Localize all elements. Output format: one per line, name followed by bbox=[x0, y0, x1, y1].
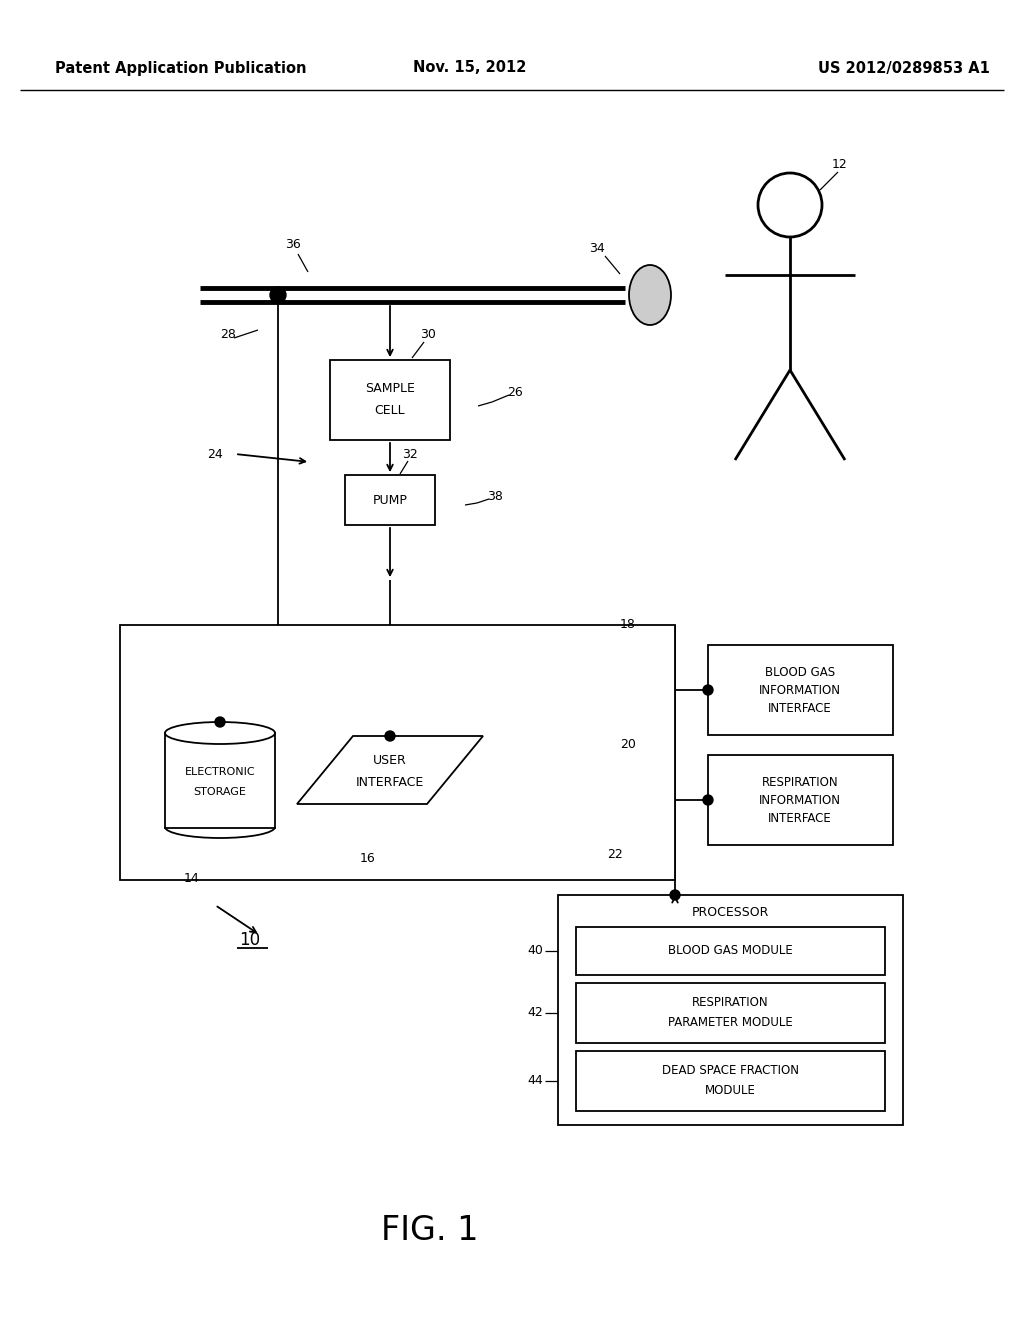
Text: 30: 30 bbox=[420, 329, 436, 342]
Text: Patent Application Publication: Patent Application Publication bbox=[55, 61, 306, 75]
Text: 22: 22 bbox=[607, 849, 623, 862]
Circle shape bbox=[215, 717, 225, 727]
FancyBboxPatch shape bbox=[558, 895, 903, 1125]
Polygon shape bbox=[297, 737, 483, 804]
Text: STORAGE: STORAGE bbox=[194, 787, 247, 797]
Text: US 2012/0289853 A1: US 2012/0289853 A1 bbox=[818, 61, 990, 75]
Text: PARAMETER MODULE: PARAMETER MODULE bbox=[668, 1016, 793, 1030]
FancyBboxPatch shape bbox=[575, 983, 885, 1043]
Ellipse shape bbox=[165, 722, 275, 744]
Text: 10: 10 bbox=[240, 931, 260, 949]
Text: RESPIRATION: RESPIRATION bbox=[691, 997, 768, 1010]
Text: 44: 44 bbox=[527, 1074, 543, 1088]
Text: CELL: CELL bbox=[375, 404, 406, 417]
FancyBboxPatch shape bbox=[575, 1051, 885, 1111]
Text: FIG. 1: FIG. 1 bbox=[381, 1213, 479, 1246]
Text: DEAD SPACE FRACTION: DEAD SPACE FRACTION bbox=[662, 1064, 799, 1077]
Text: BLOOD GAS MODULE: BLOOD GAS MODULE bbox=[668, 945, 793, 957]
Text: 32: 32 bbox=[402, 449, 418, 462]
FancyBboxPatch shape bbox=[345, 475, 435, 525]
Text: 40: 40 bbox=[527, 945, 543, 957]
Text: 18: 18 bbox=[621, 619, 636, 631]
FancyBboxPatch shape bbox=[120, 624, 675, 880]
Text: BLOOD GAS: BLOOD GAS bbox=[765, 665, 835, 678]
Ellipse shape bbox=[629, 265, 671, 325]
Text: 26: 26 bbox=[507, 387, 523, 400]
Circle shape bbox=[703, 685, 713, 696]
Text: SAMPLE: SAMPLE bbox=[366, 381, 415, 395]
Text: RESPIRATION: RESPIRATION bbox=[762, 776, 839, 788]
Text: 16: 16 bbox=[360, 851, 376, 865]
FancyBboxPatch shape bbox=[575, 927, 885, 975]
Circle shape bbox=[385, 731, 395, 741]
Text: Nov. 15, 2012: Nov. 15, 2012 bbox=[414, 61, 526, 75]
Text: INTERFACE: INTERFACE bbox=[768, 701, 831, 714]
Text: 24: 24 bbox=[207, 449, 223, 462]
Text: INFORMATION: INFORMATION bbox=[759, 793, 841, 807]
Text: 36: 36 bbox=[285, 239, 301, 252]
FancyBboxPatch shape bbox=[165, 733, 275, 828]
Text: INTERFACE: INTERFACE bbox=[768, 812, 831, 825]
Text: 20: 20 bbox=[621, 738, 636, 751]
Text: 38: 38 bbox=[487, 491, 503, 503]
Circle shape bbox=[670, 890, 680, 900]
Circle shape bbox=[270, 286, 286, 304]
Text: INTERFACE: INTERFACE bbox=[356, 776, 424, 788]
Circle shape bbox=[703, 795, 713, 805]
Text: PROCESSOR: PROCESSOR bbox=[691, 907, 769, 920]
Text: INFORMATION: INFORMATION bbox=[759, 684, 841, 697]
Text: USER: USER bbox=[373, 754, 407, 767]
Text: 28: 28 bbox=[220, 327, 236, 341]
FancyBboxPatch shape bbox=[708, 645, 893, 735]
Text: MODULE: MODULE bbox=[705, 1085, 756, 1097]
FancyBboxPatch shape bbox=[330, 360, 450, 440]
Text: 34: 34 bbox=[589, 242, 605, 255]
Text: PUMP: PUMP bbox=[373, 494, 408, 507]
Text: ELECTRONIC: ELECTRONIC bbox=[184, 767, 255, 777]
Text: 42: 42 bbox=[527, 1006, 543, 1019]
FancyBboxPatch shape bbox=[708, 755, 893, 845]
Text: 14: 14 bbox=[184, 871, 200, 884]
Text: 12: 12 bbox=[833, 158, 848, 172]
